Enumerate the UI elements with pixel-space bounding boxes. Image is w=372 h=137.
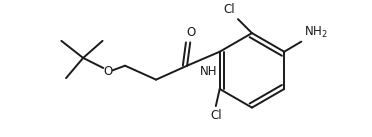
Text: O: O — [186, 25, 196, 38]
Text: NH$_2$: NH$_2$ — [304, 25, 327, 40]
Text: O: O — [103, 65, 113, 78]
Text: NH: NH — [200, 65, 218, 78]
Text: Cl: Cl — [223, 3, 235, 16]
Text: Cl: Cl — [210, 109, 222, 122]
